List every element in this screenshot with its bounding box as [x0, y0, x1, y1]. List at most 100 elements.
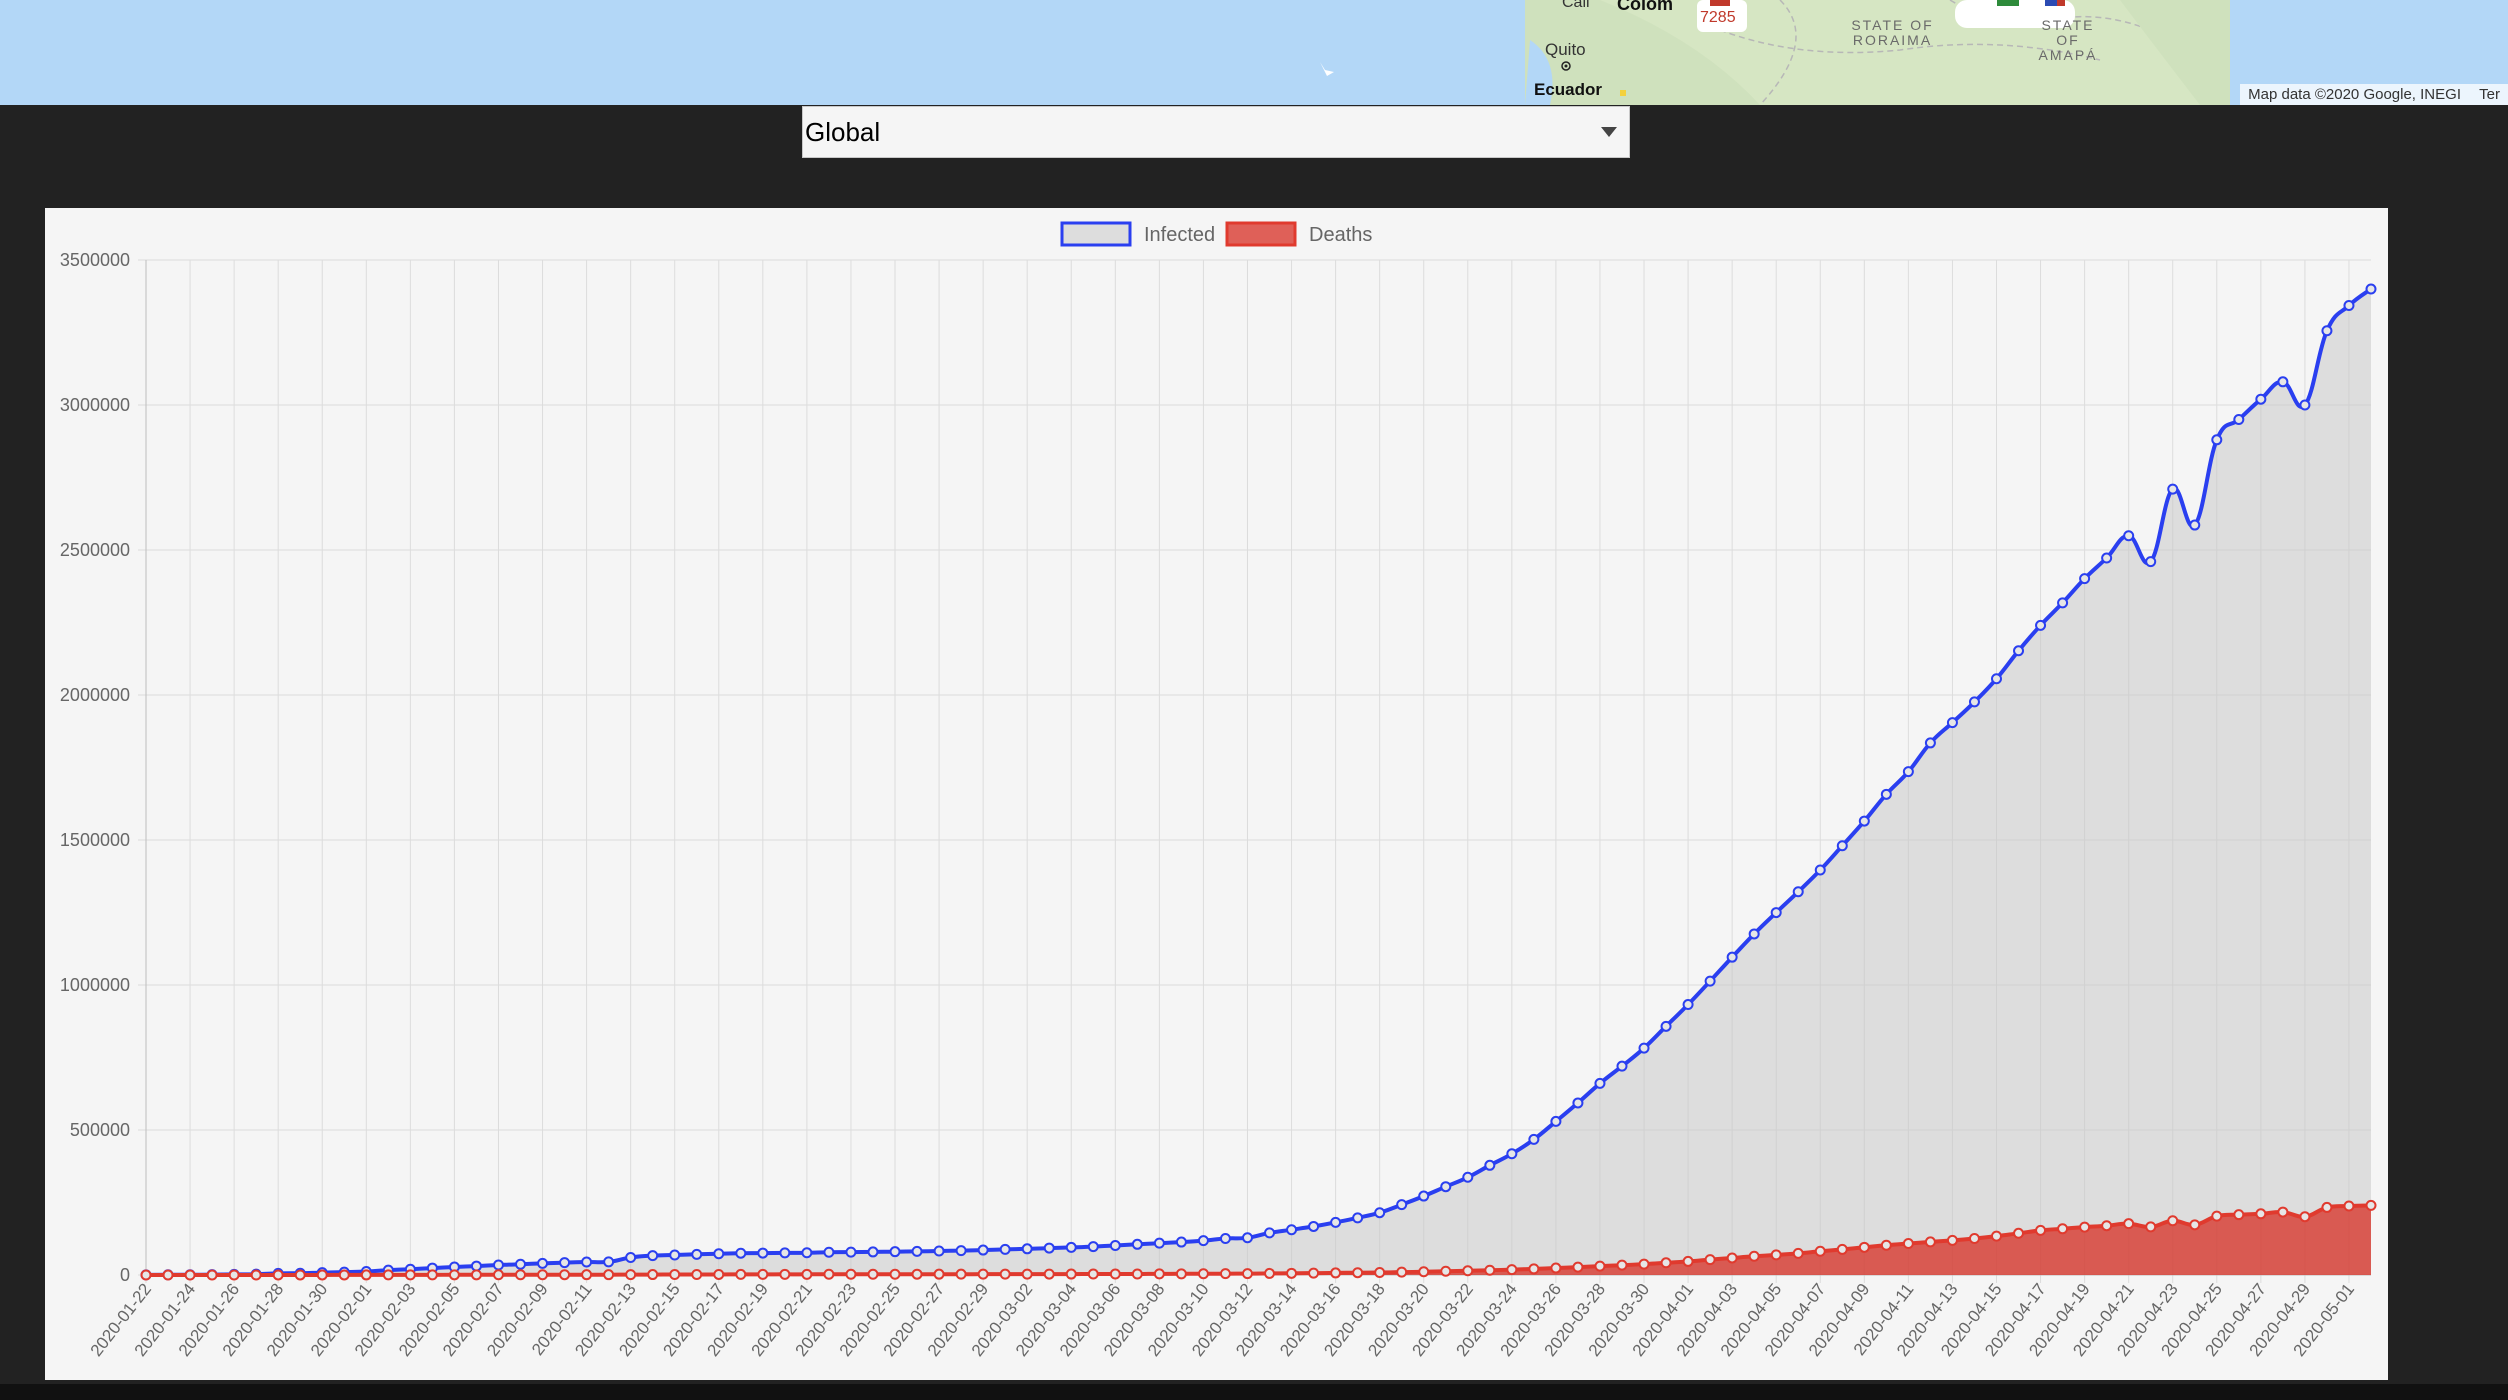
- deaths-point: [515, 1269, 527, 1281]
- deaths-point: [889, 1268, 901, 1280]
- deaths-point: [470, 1269, 482, 1281]
- deaths-point: [911, 1268, 923, 1280]
- infected-point: [1153, 1237, 1165, 1249]
- deaths-point: [1352, 1267, 1364, 1279]
- deaths-point: [1462, 1265, 1474, 1277]
- deaths-point: [492, 1269, 504, 1281]
- infected-point: [2189, 519, 2201, 531]
- deaths-point: [2321, 1201, 2333, 1213]
- infected-point: [1748, 928, 1760, 940]
- infected-point: [911, 1245, 923, 1257]
- infected-point: [603, 1256, 615, 1268]
- region-select-value: Global: [805, 117, 881, 147]
- deaths-point: [1286, 1267, 1298, 1279]
- deaths-point: [559, 1269, 571, 1281]
- infected-point: [1638, 1042, 1650, 1054]
- deaths-point: [647, 1269, 659, 1281]
- infected-point: [779, 1247, 791, 1259]
- deaths-point: [955, 1268, 967, 1280]
- deaths-point: [1528, 1263, 1540, 1275]
- deaths-point: [2211, 1210, 2223, 1222]
- y-tick-label: 500000: [70, 1120, 130, 1140]
- infected-point: [1197, 1235, 1209, 1247]
- infected-point: [537, 1257, 549, 1269]
- infected-point: [1660, 1020, 1672, 1032]
- y-tick-label: 3500000: [60, 250, 130, 270]
- deaths-point: [162, 1269, 174, 1281]
- infected-point: [2123, 530, 2135, 542]
- deaths-point: [228, 1269, 240, 1281]
- infected-point: [977, 1244, 989, 1256]
- deaths-point: [581, 1269, 593, 1281]
- map-label-cali: Cali: [1562, 0, 1590, 11]
- deaths-point: [2233, 1209, 2245, 1221]
- infected-point: [1814, 864, 1826, 876]
- infected-point: [2365, 283, 2377, 295]
- infected-point: [1770, 907, 1782, 919]
- deaths-point: [2035, 1224, 2047, 1236]
- deaths-point: [1330, 1267, 1342, 1279]
- deaths-point: [294, 1269, 306, 1281]
- deaths-point: [1241, 1268, 1253, 1280]
- infected-point: [2057, 597, 2069, 609]
- infected-point: [1726, 951, 1738, 963]
- infected-point: [735, 1247, 747, 1259]
- y-tick-label: 1500000: [60, 830, 130, 850]
- infected-point: [1462, 1171, 1474, 1183]
- deaths-point: [537, 1269, 549, 1281]
- infected-point: [1902, 766, 1914, 778]
- deaths-point: [1792, 1247, 1804, 1259]
- cases-line-chart: 0 500000 1000000 1500000 2000000 2500000 30000…: [60, 221, 2377, 1360]
- map-label-colombia: Colom: [1617, 0, 1673, 14]
- deaths-point: [426, 1269, 438, 1281]
- deaths-point: [2343, 1200, 2355, 1212]
- deaths-point: [338, 1269, 350, 1281]
- infected-point: [691, 1248, 703, 1260]
- deaths-point: [250, 1269, 262, 1281]
- deaths-point: [272, 1269, 284, 1281]
- deaths-point: [1946, 1234, 1958, 1246]
- infected-point: [2277, 376, 2289, 388]
- deaths-point: [184, 1269, 196, 1281]
- infected-point: [2321, 325, 2333, 337]
- map-view[interactable]: Cali Colom 7285 STATE OF RORAIMA STATE O…: [0, 0, 2508, 105]
- map-badge-count[interactable]: 7285: [1700, 9, 1736, 26]
- infected-point: [823, 1246, 835, 1258]
- infected-point: [1968, 696, 1980, 708]
- infected-point: [1990, 673, 2002, 685]
- map-label-amapa: STATE OF AMAPÁ: [2038, 17, 2098, 63]
- infected-point: [492, 1259, 504, 1271]
- y-tick-label: 2500000: [60, 540, 130, 560]
- infected-area: [146, 289, 2371, 1275]
- infected-point: [933, 1245, 945, 1257]
- y-tick-label: 2000000: [60, 685, 130, 705]
- deaths-point: [2167, 1215, 2179, 1227]
- deaths-point: [977, 1268, 989, 1280]
- deaths-point: [1043, 1268, 1055, 1280]
- infected-point: [1880, 788, 1892, 800]
- infected-point: [2299, 399, 2311, 411]
- infected-point: [889, 1246, 901, 1258]
- deaths-point: [360, 1269, 372, 1281]
- infected-point: [2255, 393, 2267, 405]
- region-select[interactable]: Global: [802, 106, 1630, 158]
- infected-point: [1374, 1207, 1386, 1219]
- infected-point: [2145, 556, 2157, 568]
- map-label-roraima: STATE OF RORAIMA: [1851, 17, 1934, 48]
- map-terms-link[interactable]: Ter: [2479, 86, 2500, 103]
- deaths-point: [1109, 1268, 1121, 1280]
- deaths-point: [2277, 1206, 2289, 1218]
- deaths-point: [1748, 1250, 1760, 1262]
- deaths-point: [140, 1269, 152, 1281]
- infected-point: [625, 1251, 637, 1263]
- deaths-point: [404, 1269, 416, 1281]
- infected-point: [1924, 737, 1936, 749]
- infected-point: [1330, 1216, 1342, 1228]
- infected-point: [1396, 1199, 1408, 1211]
- deaths-point: [1770, 1249, 1782, 1261]
- infected-point: [999, 1243, 1011, 1255]
- infected-point: [669, 1249, 681, 1261]
- y-tick-label: 0: [120, 1265, 130, 1285]
- infected-point: [2167, 483, 2179, 495]
- infected-point: [559, 1257, 571, 1269]
